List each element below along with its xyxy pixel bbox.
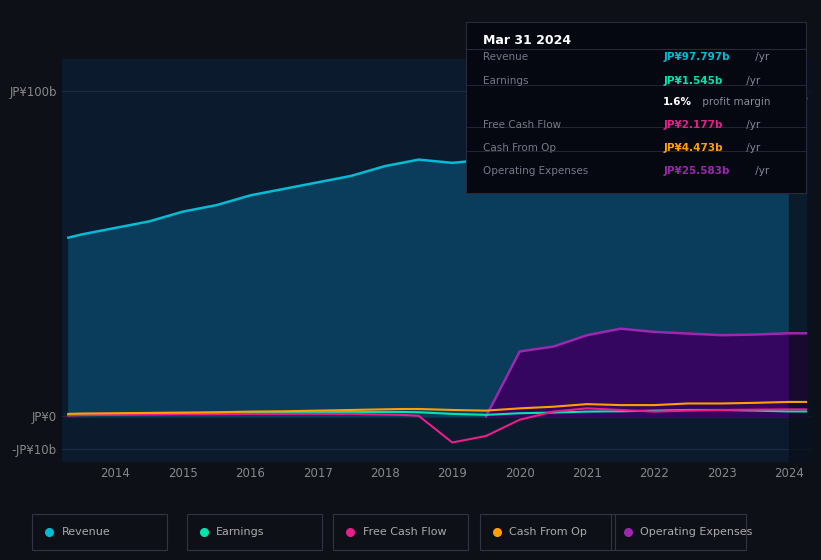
- Text: /yr: /yr: [743, 143, 760, 153]
- Text: Earnings: Earnings: [483, 76, 528, 86]
- Text: Cash From Op: Cash From Op: [483, 143, 556, 153]
- Text: Free Cash Flow: Free Cash Flow: [483, 120, 561, 130]
- Bar: [789, 59, 813, 462]
- Text: /yr: /yr: [752, 166, 769, 176]
- Text: JP¥25.583b: JP¥25.583b: [663, 166, 730, 176]
- Text: /yr: /yr: [743, 120, 760, 130]
- Text: JP¥4.473b: JP¥4.473b: [663, 143, 722, 153]
- Text: Operating Expenses: Operating Expenses: [640, 527, 753, 537]
- Text: /yr: /yr: [752, 52, 769, 62]
- Text: JP¥1.545b: JP¥1.545b: [663, 76, 722, 86]
- Text: Earnings: Earnings: [216, 527, 264, 537]
- Text: Revenue: Revenue: [62, 527, 110, 537]
- Text: Mar 31 2024: Mar 31 2024: [483, 34, 571, 48]
- Text: Revenue: Revenue: [483, 52, 528, 62]
- Text: JP¥97.797b: JP¥97.797b: [663, 52, 730, 62]
- Text: /yr: /yr: [743, 76, 760, 86]
- Text: Cash From Op: Cash From Op: [509, 527, 587, 537]
- Text: Free Cash Flow: Free Cash Flow: [363, 527, 447, 537]
- Text: Operating Expenses: Operating Expenses: [483, 166, 588, 176]
- Text: profit margin: profit margin: [699, 97, 770, 107]
- Text: 1.6%: 1.6%: [663, 97, 692, 107]
- Text: JP¥2.177b: JP¥2.177b: [663, 120, 722, 130]
